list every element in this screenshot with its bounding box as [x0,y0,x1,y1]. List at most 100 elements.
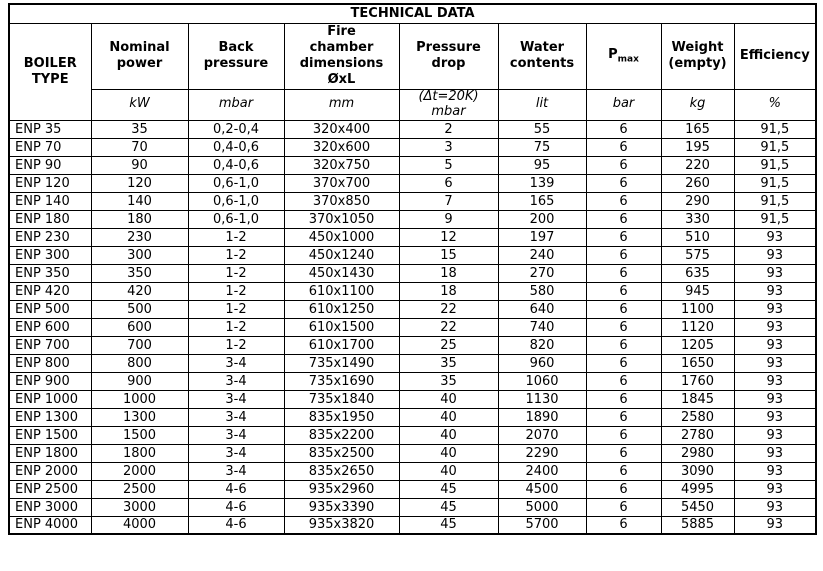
cell-weight-empty: 635 [660,263,735,283]
col-header-fire-chamber-dimensions: Fire chamber dimensions ØxL [283,22,400,90]
cell-boiler-type: ENP 70 [8,137,92,157]
cell-nominal-power: 700 [90,335,189,355]
cell-nominal-power: 4000 [90,515,189,535]
cell-fire-chamber-dimensions: 835x2200 [283,425,400,445]
table-row: ENP 500 500 1-2 610x1250 22 640 6 1100 93 [8,299,817,319]
cell-pressure-drop: 25 [398,335,499,355]
cell-efficiency: 93 [733,353,817,373]
cell-back-pressure: 1-2 [187,245,285,265]
cell-nominal-power: 300 [90,245,189,265]
table-row: ENP 3000 3000 4-6 935x3390 45 5000 6 5450 93 [8,497,817,517]
cell-pressure-drop: 12 [398,227,499,247]
cell-water-contents: 580 [497,281,587,301]
document-page: TECHNICAL DATA BOILER TYPE Nominal power Bac… [8,3,818,535]
unit-row: kW mbar mm (Δt=20K) mbar lit bar kg% [9,88,817,121]
cell-nominal-power: 2500 [90,479,189,499]
cell-weight-empty: 5450 [660,497,735,517]
cell-weight-empty: 260 [660,173,735,193]
cell-efficiency: 91,5 [733,137,817,157]
cell-water-contents: 55 [497,119,587,139]
cell-water-contents: 2070 [497,425,587,445]
cell-pressure-drop: 22 [398,317,499,337]
cell-efficiency: 93 [733,389,817,409]
cell-back-pressure: 1-2 [187,227,285,247]
cell-pmax: 6 [585,191,662,211]
cell-boiler-type: ENP 500 [8,299,92,319]
cell-fire-chamber-dimensions: 610x1100 [283,281,400,301]
table-row: ENP 2500 2500 4-6 935x2960 45 4500 6 4995 93 [8,479,817,499]
cell-nominal-power: 1500 [90,425,189,445]
cell-pmax: 6 [585,173,662,193]
cell-weight-empty: 2780 [660,425,735,445]
cell-back-pressure: 4-6 [187,479,285,499]
cell-back-pressure: 3-4 [187,371,285,391]
cell-fire-chamber-dimensions: 370x1050 [283,209,400,229]
cell-efficiency: 93 [733,371,817,391]
cell-fire-chamber-dimensions: 450x1000 [283,227,400,247]
cell-water-contents: 1060 [497,371,587,391]
cell-weight-empty: 1120 [660,317,735,337]
technical-data-table: TECHNICAL DATA BOILER TYPE Nominal power Bac… [8,3,818,535]
col-header-weight-empty: Weight (empty) [660,22,735,90]
cell-efficiency: 91,5 [733,173,817,193]
table-row: ENP 900 900 3-4 735x1690 35 1060 6 1760 93 [8,371,817,391]
cell-boiler-type: ENP 1800 [8,443,92,463]
cell-pressure-drop: 40 [398,407,499,427]
cell-water-contents: 200 [497,209,587,229]
cell-water-contents: 75 [497,137,587,157]
cell-water-contents: 1890 [497,407,587,427]
cell-pmax: 6 [585,209,662,229]
cell-fire-chamber-dimensions: 735x1490 [283,353,400,373]
table-row: ENP 1500 1500 3-4 835x2200 40 2070 6 2780 93 [8,425,817,445]
cell-efficiency: 93 [733,461,817,481]
cell-boiler-type: ENP 700 [8,335,92,355]
cell-weight-empty: 330 [660,209,735,229]
cell-water-contents: 820 [497,335,587,355]
table-row: ENP 1800 1800 3-4 835x2500 40 2290 6 2980 93 [8,443,817,463]
table-row: ENP 800 800 3-4 735x1490 35 960 6 1650 93 [8,353,817,373]
cell-efficiency: 93 [733,425,817,445]
cell-pmax: 6 [585,299,662,319]
cell-pressure-drop: 35 [398,371,499,391]
cell-weight-empty: 1100 [660,299,735,319]
cell-pmax: 6 [585,353,662,373]
cell-back-pressure: 1-2 [187,263,285,283]
cell-nominal-power: 420 [90,281,189,301]
cell-pmax: 6 [585,317,662,337]
cell-pressure-drop: 7 [398,191,499,211]
unit-fire-chamber-dimensions: mm [283,88,400,121]
table-row: ENP 4000 4000 4-6 935x3820 45 5700 6 5885 93 [8,515,817,535]
cell-back-pressure: 3-4 [187,407,285,427]
cell-efficiency: 91,5 [733,155,817,175]
cell-back-pressure: 1-2 [187,299,285,319]
cell-water-contents: 2290 [497,443,587,463]
cell-boiler-type: ENP 180 [8,209,92,229]
cell-nominal-power: 180 [90,209,189,229]
cell-nominal-power: 350 [90,263,189,283]
cell-boiler-type: ENP 120 [8,173,92,193]
cell-efficiency: 93 [733,497,817,517]
cell-weight-empty: 1760 [660,371,735,391]
cell-fire-chamber-dimensions: 835x1950 [283,407,400,427]
table-row: ENP 140 140 0,6-1,0 370x850 7 165 6 290 91,5 [8,191,817,211]
table-row: ENP 350 350 1-2 450x1430 18 270 6 635 93 [8,263,817,283]
cell-water-contents: 270 [497,263,587,283]
cell-pmax: 6 [585,389,662,409]
cell-pressure-drop: 40 [398,389,499,409]
cell-weight-empty: 4995 [660,479,735,499]
cell-fire-chamber-dimensions: 370x850 [283,191,400,211]
cell-fire-chamber-dimensions: 835x2650 [283,461,400,481]
cell-weight-empty: 290 [660,191,735,211]
cell-efficiency: 93 [733,479,817,499]
cell-boiler-type: ENP 140 [8,191,92,211]
table-row: ENP 300 300 1-2 450x1240 15 240 6 575 93 [8,245,817,265]
cell-boiler-type: ENP 1500 [8,425,92,445]
cell-back-pressure: 4-6 [187,515,285,535]
cell-boiler-type: ENP 3000 [8,497,92,517]
unit-water-contents: lit [497,88,587,121]
cell-fire-chamber-dimensions: 935x3820 [283,515,400,535]
table-title: TECHNICAL DATA [8,3,817,24]
cell-pmax: 6 [585,371,662,391]
cell-pmax: 6 [585,335,662,355]
cell-pmax: 6 [585,155,662,175]
